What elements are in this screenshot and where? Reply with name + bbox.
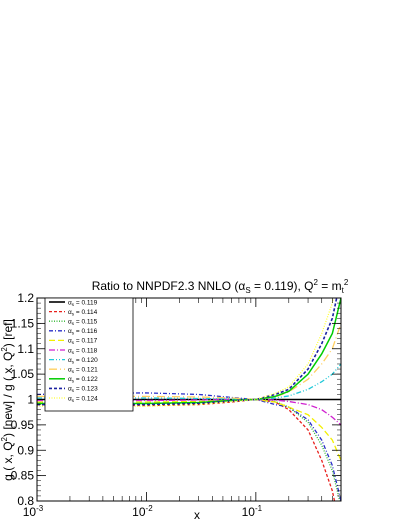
series-line-0.117 [37,398,341,461]
chart-title: Ratio to NNPDF2.3 NNLO (αS = 0.119), Q2 … [92,278,349,295]
series-line-0.116 [37,392,341,501]
x-axis-title: x [194,508,200,522]
series-line-0.122 [37,298,341,405]
x-tick-label: 10-1 [242,504,263,519]
series-line-0.118 [37,398,341,426]
legend-label-0.119: αs = 0.119 [68,299,98,307]
y-tick-label: 0.85 [11,469,35,483]
plot-area: 10-3 10-2 10-1 0.8 0.85 0.9 0.95 1 1.05 1.1 1.15 1.… [11,291,342,519]
y-tick-label: 0.8 [17,494,34,508]
y-tick-label: 1.15 [11,316,35,330]
series-line-0.114 [37,398,336,501]
legend-label-0.114: αs = 0.114 [68,309,98,317]
y-axis-title: g ( x, Q2) [new] / g ( x, Q2) [ref] [0,319,15,481]
legend-label-0.116: αs = 0.116 [68,328,98,336]
legend-label-0.124: αs = 0.124 [68,395,98,403]
y-tick-label: 1.05 [11,367,35,381]
series-line-0.124 [37,298,334,407]
y-tick-label: 0.9 [17,443,34,457]
y-tick-label: 1.1 [17,342,34,356]
legend-label-0.115: αs = 0.115 [68,319,98,327]
x-tick-label: 10-2 [132,504,153,519]
legend-label-0.121: αs = 0.121 [68,367,98,375]
legend-label-0.123: αs = 0.123 [68,386,98,394]
legend-box [44,297,134,412]
legend-label-0.118: αs = 0.118 [68,347,98,355]
legend-label-0.122: αs = 0.122 [68,376,98,384]
x-tick-label: 10-3 [23,504,44,519]
series-layer [37,298,341,501]
y-tick-label: 0.95 [11,418,35,432]
y-tick-label: 1 [27,393,34,407]
series-line-0.115 [37,398,341,501]
legend-label-0.117: αs = 0.117 [68,338,98,346]
legend-label-0.120: αs = 0.120 [68,357,98,365]
y-tick-label: 1.2 [17,291,34,305]
